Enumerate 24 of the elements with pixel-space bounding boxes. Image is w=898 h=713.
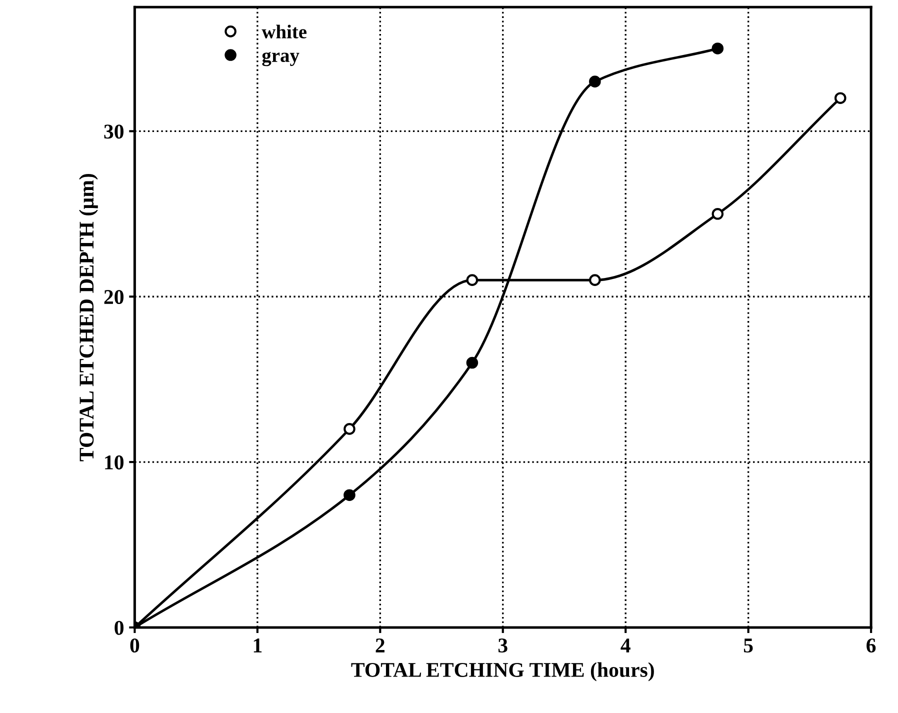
y-tick-label: 0 — [114, 620, 124, 635]
point — [466, 274, 478, 286]
y-tick-label: 10 — [105, 455, 124, 470]
y-tick-label: 30 — [104, 124, 124, 139]
x-tick-label: 4 — [620, 638, 630, 652]
point — [466, 356, 478, 369]
legend-label: gray — [262, 52, 300, 66]
x-tick-label: 1 — [254, 638, 262, 652]
point — [834, 92, 846, 104]
point — [344, 423, 356, 435]
point — [712, 42, 724, 54]
y-axis-title: TOTAL ETCHED DEPTH (µm) — [79, 174, 98, 462]
x-tick-label: 2 — [376, 638, 384, 652]
x-tick-label: 0 — [130, 638, 140, 653]
point — [589, 76, 601, 88]
point — [589, 274, 601, 286]
x-tick-label: 5 — [744, 638, 753, 653]
y-tick-label: 20 — [104, 290, 124, 304]
legend-label: white — [262, 24, 307, 38]
x-axis-title: TOTAL ETCHING TIME (hours) — [351, 662, 654, 682]
point — [344, 489, 356, 502]
x-tick-label: 3 — [498, 638, 508, 653]
x-tick-label: 6 — [866, 638, 876, 653]
point — [712, 208, 724, 220]
